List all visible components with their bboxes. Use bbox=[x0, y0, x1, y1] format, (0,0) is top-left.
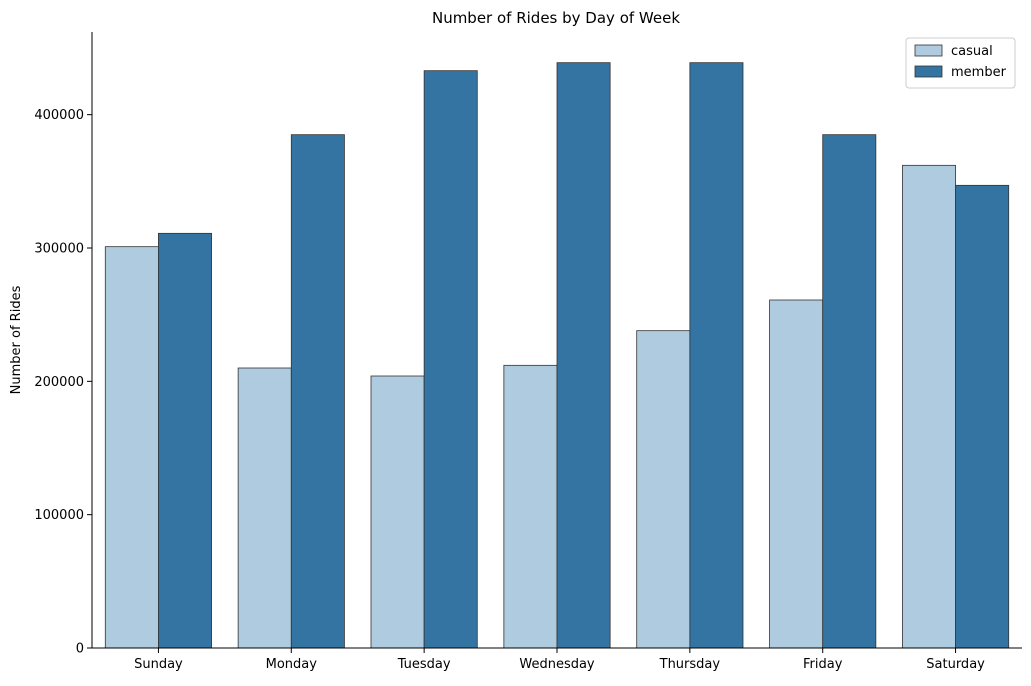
bar-member-friday bbox=[822, 134, 877, 649]
y-tick-label: 400000 bbox=[34, 108, 84, 123]
x-tick-label-monday: Monday bbox=[266, 657, 318, 672]
x-tick-label-tuesday: Tuesday bbox=[397, 657, 451, 672]
y-tick-label: 100000 bbox=[34, 508, 84, 523]
legend-swatch-casual bbox=[914, 44, 943, 57]
y-tick-label: 0 bbox=[76, 642, 84, 657]
bar-casual-monday bbox=[237, 367, 292, 649]
bar-casual-tuesday bbox=[370, 375, 425, 649]
x-tick-label-friday: Friday bbox=[803, 657, 843, 672]
legend-label-casual: casual bbox=[951, 44, 993, 59]
bar-casual-friday bbox=[769, 299, 824, 649]
bars-layer bbox=[104, 62, 1010, 649]
x-tick-label-thursday: Thursday bbox=[659, 657, 721, 672]
legend-swatch-member bbox=[914, 65, 943, 78]
bar-member-monday bbox=[290, 134, 345, 649]
bar-member-sunday bbox=[158, 232, 212, 649]
chart-title: Number of Rides by Day of Week bbox=[432, 9, 680, 27]
x-tick-label-sunday: Sunday bbox=[134, 657, 183, 672]
bar-casual-wednesday bbox=[503, 364, 558, 649]
y-tick-label: 300000 bbox=[34, 242, 84, 257]
bar-member-tuesday bbox=[423, 70, 478, 649]
x-tick-label-wednesday: Wednesday bbox=[519, 657, 595, 672]
y-axis-label: Number of Rides bbox=[9, 285, 24, 394]
legend: casual member bbox=[905, 37, 1016, 89]
bar-member-saturday bbox=[955, 184, 1010, 649]
legend-label-member: member bbox=[951, 65, 1007, 80]
bar-casual-saturday bbox=[902, 164, 956, 649]
bar-casual-thursday bbox=[636, 330, 691, 649]
axes-layer: 0 100000 200000 300000 400000 Sunday Monday Tue… bbox=[34, 32, 1022, 672]
bar-casual-sunday bbox=[104, 246, 159, 649]
bar-member-wednesday bbox=[556, 62, 611, 649]
x-tick-label-saturday: Saturday bbox=[926, 657, 985, 672]
y-tick-label: 200000 bbox=[34, 375, 84, 390]
bar-member-thursday bbox=[689, 62, 744, 649]
